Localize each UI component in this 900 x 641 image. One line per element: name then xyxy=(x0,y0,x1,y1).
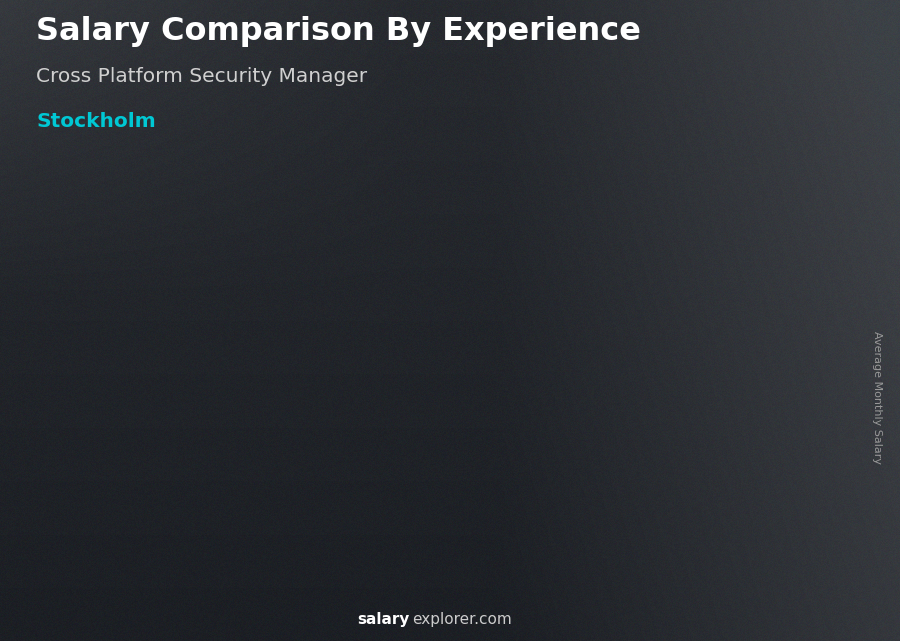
Text: 39,000 SEK: 39,000 SEK xyxy=(85,440,157,453)
Text: explorer.com: explorer.com xyxy=(412,612,512,627)
Text: 94,600 SEK: 94,600 SEK xyxy=(716,285,788,298)
Bar xyxy=(716,52,837,73)
Bar xyxy=(657,314,662,564)
Bar xyxy=(336,375,411,564)
Bar xyxy=(715,301,723,564)
Bar xyxy=(336,375,344,564)
Bar xyxy=(84,456,91,564)
Text: salary: salary xyxy=(357,612,410,627)
Text: Stockholm: Stockholm xyxy=(36,112,156,131)
Bar xyxy=(404,375,410,564)
Text: +34%: +34% xyxy=(152,293,215,312)
Text: 82,300 SEK: 82,300 SEK xyxy=(464,319,536,332)
Text: 52,300 SEK: 52,300 SEK xyxy=(212,403,283,415)
Bar xyxy=(589,314,597,564)
Text: +30%: +30% xyxy=(279,266,342,285)
Bar xyxy=(531,335,536,564)
Text: +9%: +9% xyxy=(538,238,588,257)
Bar xyxy=(752,26,776,99)
Bar xyxy=(278,419,284,564)
Bar xyxy=(588,314,664,564)
Bar xyxy=(209,419,285,564)
Bar xyxy=(152,456,157,564)
Text: Cross Platform Security Manager: Cross Platform Security Manager xyxy=(36,67,367,87)
Text: +21%: +21% xyxy=(405,243,468,262)
Bar xyxy=(715,301,790,564)
Bar xyxy=(462,335,537,564)
Text: 68,000 SEK: 68,000 SEK xyxy=(338,359,410,372)
Bar xyxy=(83,456,158,564)
Text: Average Monthly Salary: Average Monthly Salary xyxy=(872,331,883,464)
Text: Salary Comparison By Experience: Salary Comparison By Experience xyxy=(36,16,641,47)
Bar xyxy=(210,419,218,564)
Bar xyxy=(783,301,788,564)
Bar xyxy=(463,335,470,564)
Text: +5%: +5% xyxy=(664,242,714,261)
Text: 90,000 SEK: 90,000 SEK xyxy=(590,298,662,311)
